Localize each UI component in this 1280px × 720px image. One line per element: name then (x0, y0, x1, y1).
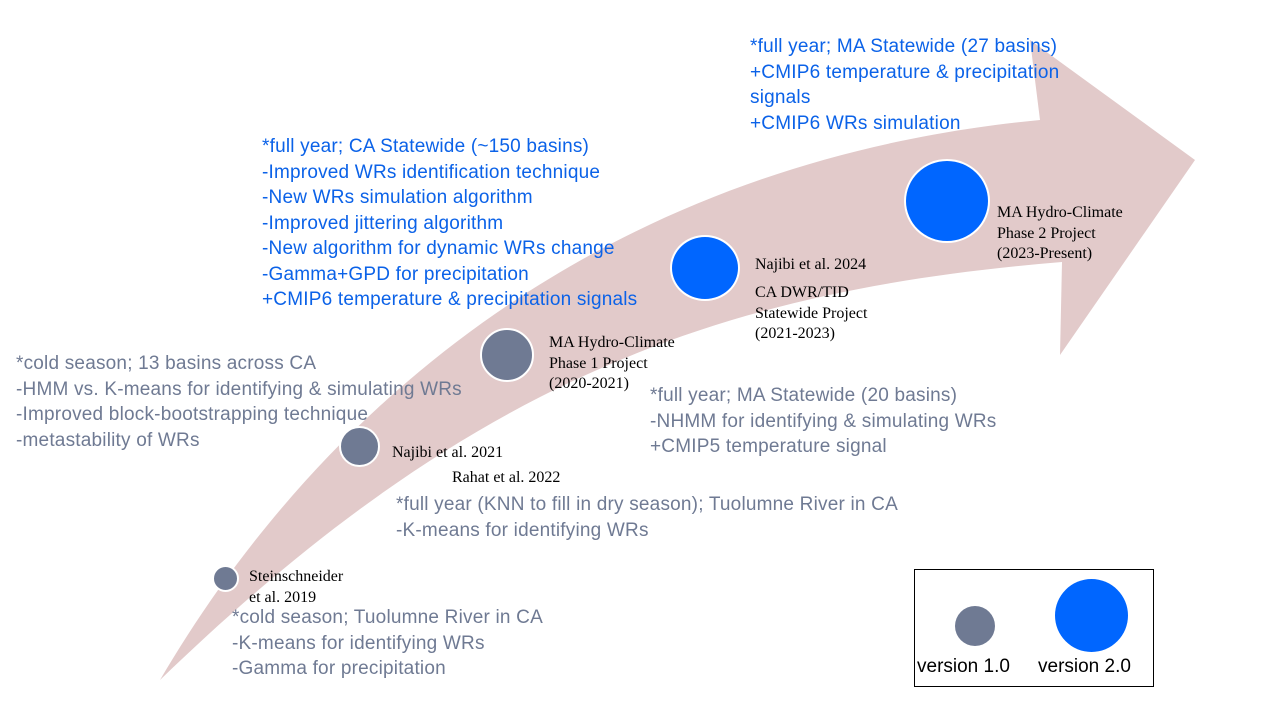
milestone-label-steinschneider-2019: Steinschneider et al. 2019 (249, 568, 344, 606)
milestone-node-ma-phase2 (904, 159, 990, 243)
milestone-node-steinschneider-2019 (212, 565, 239, 592)
notes-ma-phase2: *full year; MA Statewide (27 basins) +CM… (750, 36, 1060, 134)
notes-najibi-2021: *cold season; 13 basins across CA -HMM v… (16, 353, 462, 451)
milestone-label-ca-dwr-tid: CA DWR/TID Statewide Project (2021-2023) (755, 284, 868, 342)
milestone-label-ma-phase2: MA Hydro-Climate Phase 2 Project (2023-P… (997, 204, 1123, 262)
milestone-node-ma-phase1 (480, 328, 534, 382)
legend-v2-label: version 2.0 (1038, 656, 1131, 677)
milestone-node-najibi-2021 (339, 426, 380, 467)
milestone-node-najibi-2024 (670, 235, 740, 301)
notes-ma-phase1: *full year; MA Statewide (20 basins) -NH… (650, 385, 997, 457)
milestone-label-najibi-2024: Najibi et al. 2024 (755, 256, 867, 273)
legend-v1-label: version 1.0 (917, 656, 1010, 677)
milestone-label-ma-phase1: MA Hydro-Climate Phase 1 Project (2020-2… (549, 334, 675, 392)
legend-v1-swatch (955, 606, 995, 646)
milestone-label-najibi-2021: Najibi et al. 2021 (392, 444, 504, 461)
notes-najibi-2024: *full year; CA Statewide (~150 basins) -… (262, 136, 638, 310)
milestone-label-rahat-2022: Rahat et al. 2022 (452, 469, 561, 486)
legend: version 1.0 version 2.0 (914, 569, 1154, 687)
notes-steinschneider-2019: *cold season; Tuolumne River in CA -K-me… (232, 607, 543, 679)
legend-v2-swatch (1055, 579, 1128, 652)
notes-rahat-2022: *full year (KNN to fill in dry season); … (396, 494, 898, 541)
